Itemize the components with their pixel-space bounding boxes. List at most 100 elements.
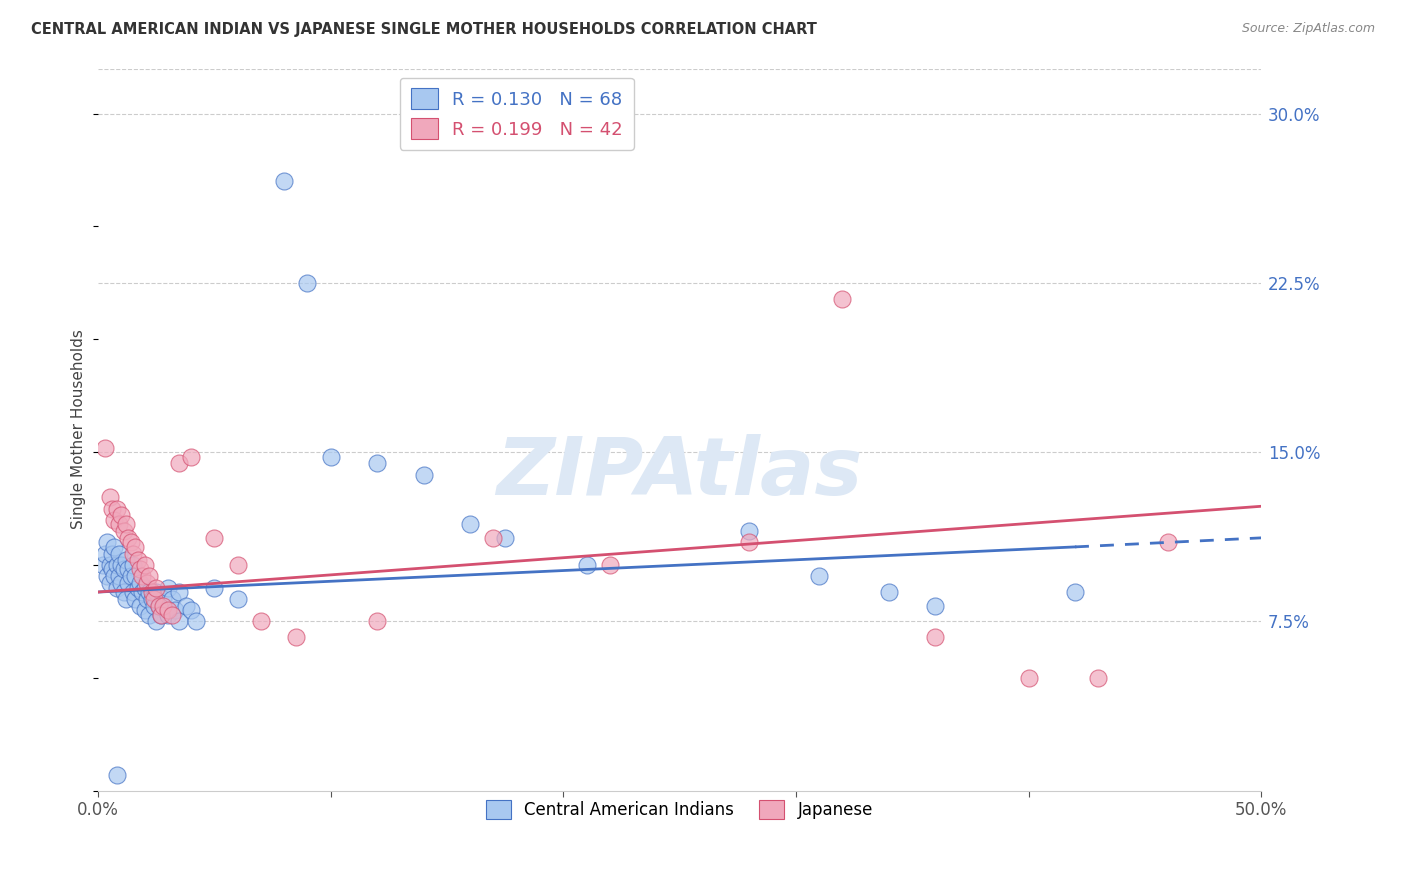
Point	[127, 553, 149, 567]
Point	[145, 615, 167, 629]
Point	[152, 591, 174, 606]
Point	[1087, 671, 1109, 685]
Point	[129, 562, 152, 576]
Point	[120, 535, 142, 549]
Text: Source: ZipAtlas.com: Source: ZipAtlas.com	[1241, 22, 1375, 36]
Point	[127, 581, 149, 595]
Point	[124, 540, 146, 554]
Point	[180, 603, 202, 617]
Point	[129, 599, 152, 613]
Point	[162, 607, 184, 622]
Point	[156, 607, 179, 622]
Point	[138, 607, 160, 622]
Point	[134, 558, 156, 572]
Point	[273, 174, 295, 188]
Point	[110, 508, 132, 523]
Point	[458, 517, 481, 532]
Point	[169, 585, 191, 599]
Point	[163, 603, 186, 617]
Point	[98, 558, 121, 572]
Point	[108, 547, 131, 561]
Point	[124, 569, 146, 583]
Point	[112, 524, 135, 538]
Point	[91, 558, 114, 572]
Point	[808, 569, 831, 583]
Point	[98, 490, 121, 504]
Point	[319, 450, 342, 464]
Point	[103, 569, 125, 583]
Point	[108, 517, 131, 532]
Point	[1064, 585, 1087, 599]
Point	[94, 441, 117, 455]
Point	[412, 467, 434, 482]
Point	[105, 768, 128, 782]
Point	[877, 585, 900, 599]
Point	[108, 569, 131, 583]
Point	[124, 591, 146, 606]
Point	[831, 292, 853, 306]
Point	[131, 585, 153, 599]
Point	[134, 581, 156, 595]
Point	[110, 558, 132, 572]
Point	[169, 457, 191, 471]
Point	[284, 630, 307, 644]
Point	[169, 615, 191, 629]
Point	[94, 547, 117, 561]
Point	[115, 591, 138, 606]
Point	[738, 535, 761, 549]
Point	[145, 581, 167, 595]
Point	[117, 576, 139, 591]
Point	[135, 576, 157, 591]
Point	[131, 569, 153, 583]
Point	[115, 553, 138, 567]
Point	[129, 576, 152, 591]
Point	[138, 585, 160, 599]
Point	[297, 276, 319, 290]
Point	[145, 585, 167, 599]
Point	[142, 591, 165, 606]
Text: ZIPAtlas: ZIPAtlas	[496, 434, 863, 512]
Point	[156, 581, 179, 595]
Point	[117, 531, 139, 545]
Point	[122, 585, 145, 599]
Point	[202, 581, 225, 595]
Point	[96, 569, 118, 583]
Point	[122, 558, 145, 572]
Point	[250, 615, 273, 629]
Point	[135, 591, 157, 606]
Point	[176, 599, 198, 613]
Point	[101, 547, 124, 561]
Point	[149, 607, 172, 622]
Point	[152, 599, 174, 613]
Point	[149, 607, 172, 622]
Legend: Central American Indians, Japanese: Central American Indians, Japanese	[479, 793, 880, 826]
Point	[120, 569, 142, 583]
Point	[112, 562, 135, 576]
Point	[148, 599, 170, 613]
Text: CENTRAL AMERICAN INDIAN VS JAPANESE SINGLE MOTHER HOUSEHOLDS CORRELATION CHART: CENTRAL AMERICAN INDIAN VS JAPANESE SING…	[31, 22, 817, 37]
Point	[366, 457, 388, 471]
Point	[105, 581, 128, 595]
Point	[156, 603, 179, 617]
Y-axis label: Single Mother Households: Single Mother Households	[72, 330, 86, 530]
Point	[226, 558, 249, 572]
Point	[184, 615, 207, 629]
Point	[142, 599, 165, 613]
Point	[482, 531, 505, 545]
Point	[103, 540, 125, 554]
Point	[1157, 535, 1180, 549]
Point	[101, 562, 124, 576]
Point	[162, 591, 184, 606]
Point	[180, 450, 202, 464]
Point	[101, 501, 124, 516]
Point	[103, 513, 125, 527]
Point	[134, 603, 156, 617]
Point	[599, 558, 621, 572]
Point	[112, 585, 135, 599]
Point	[117, 562, 139, 576]
Point	[105, 501, 128, 516]
Point	[110, 576, 132, 591]
Point	[1018, 671, 1040, 685]
Point	[122, 547, 145, 561]
Point	[141, 591, 163, 606]
